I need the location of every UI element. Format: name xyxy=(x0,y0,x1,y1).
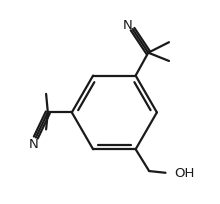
Text: N: N xyxy=(123,19,133,32)
Text: N: N xyxy=(29,137,39,150)
Text: OH: OH xyxy=(174,166,194,179)
